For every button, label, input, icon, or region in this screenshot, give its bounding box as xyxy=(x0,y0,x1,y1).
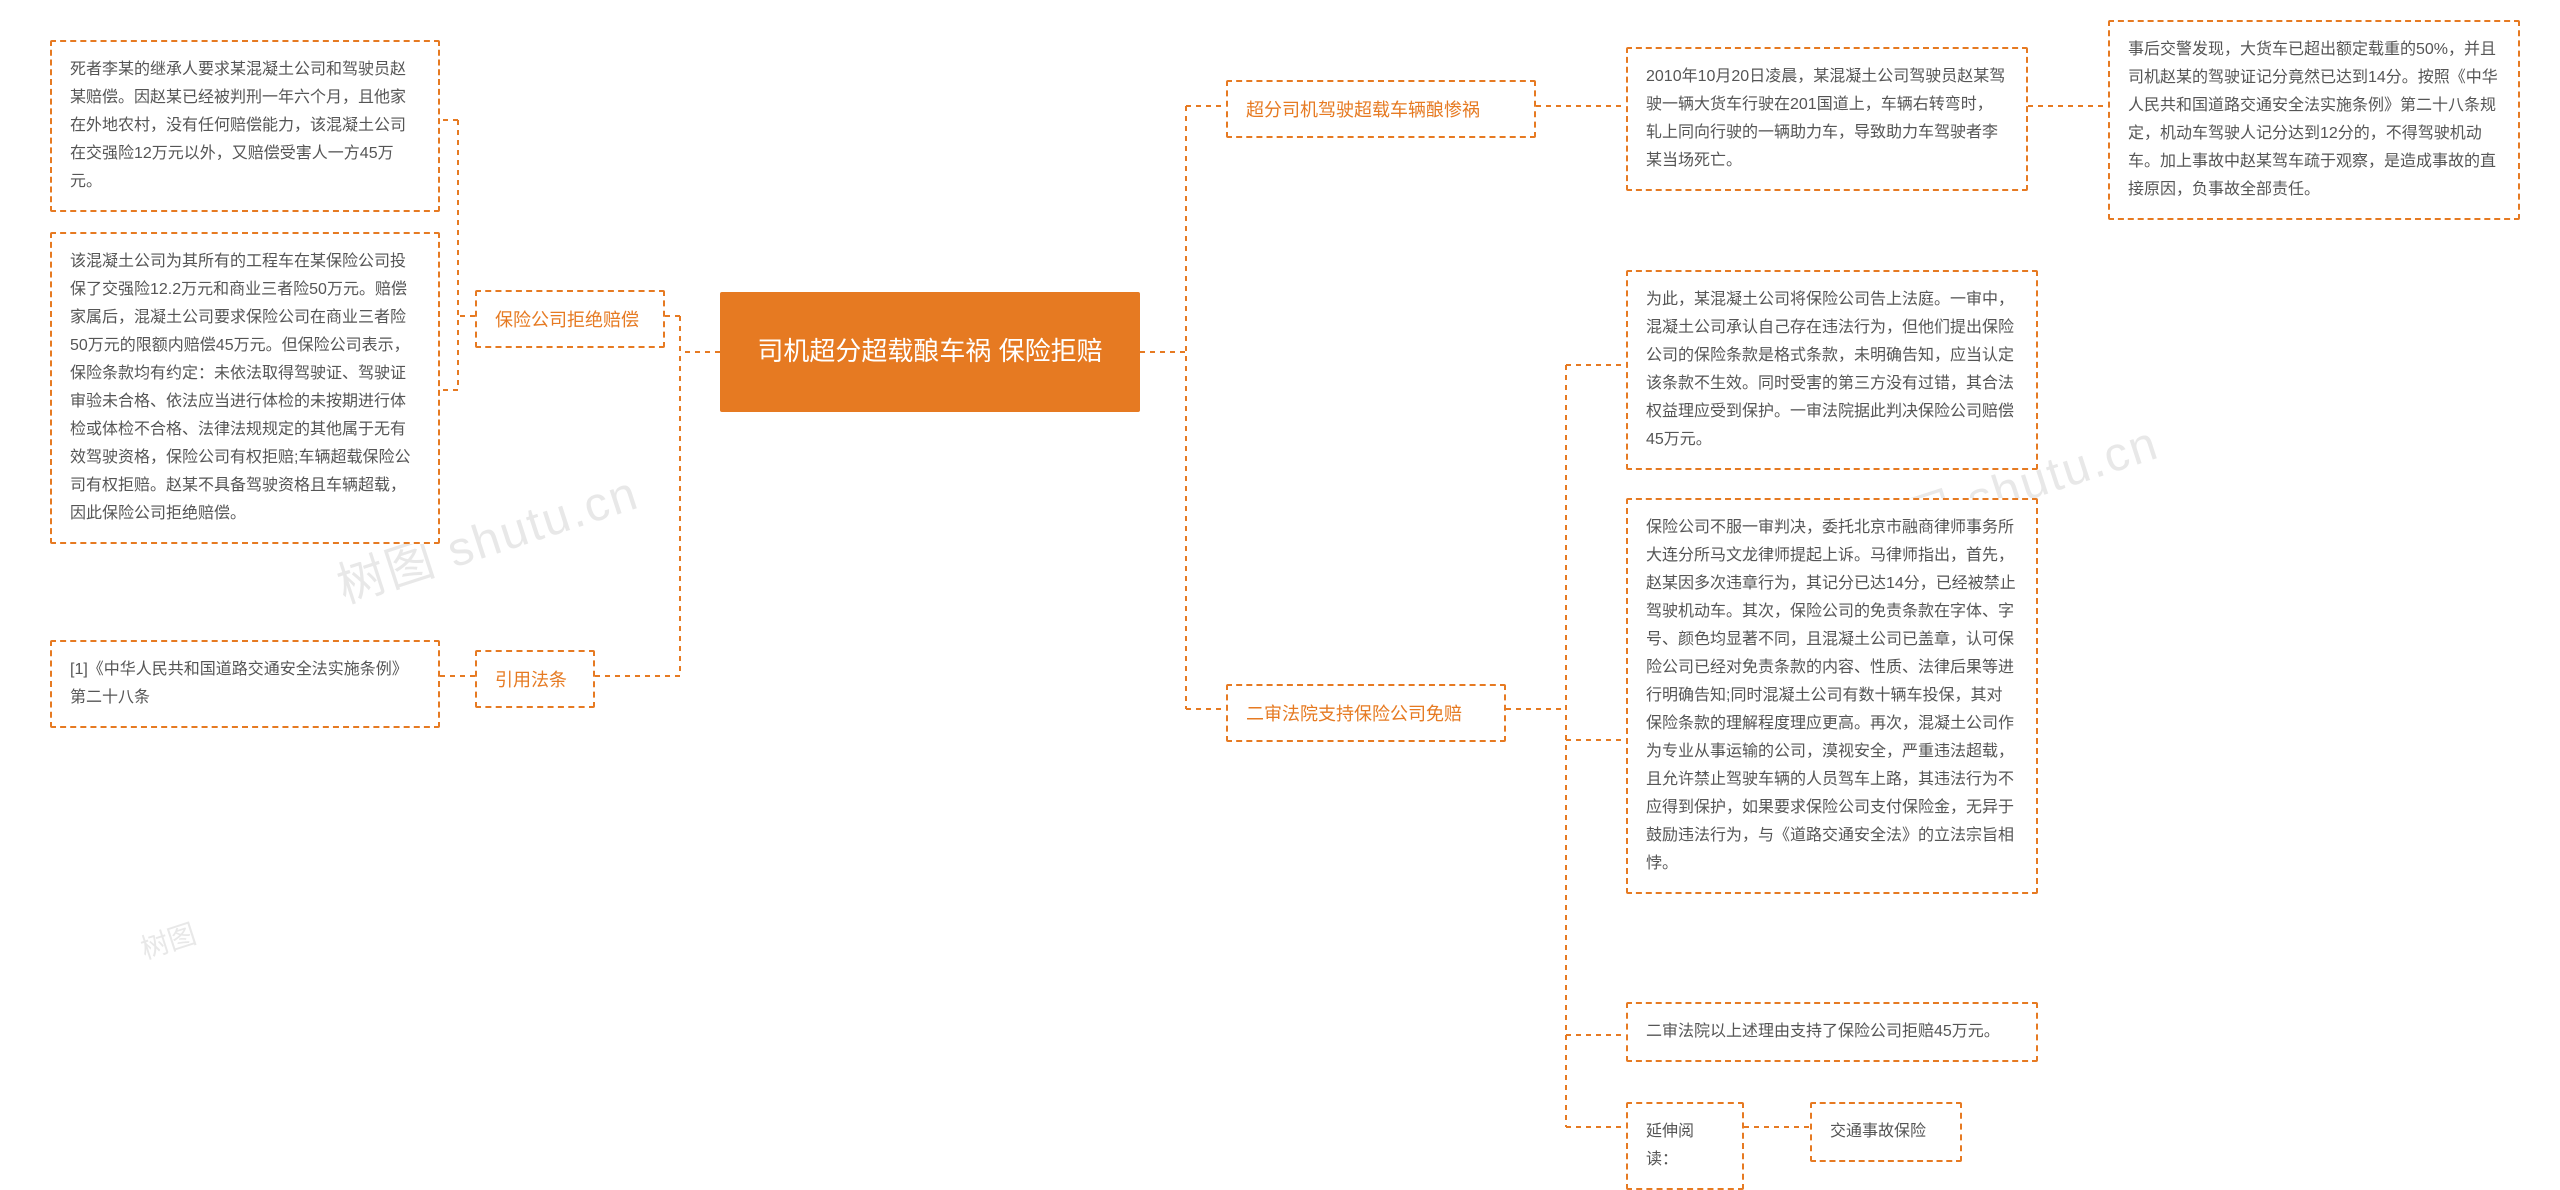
leaf-l1-1: 死者李某的继承人要求某混凝土公司和驾驶员赵某赔偿。因赵某已经被判刑一年六个月，且… xyxy=(50,40,440,212)
leaf-r2-3: 二审法院以上述理由支持了保险公司拒赔45万元。 xyxy=(1626,1002,2038,1062)
leaf-r1-1: 2010年10月20日凌晨，某混凝土公司驾驶员赵某驾驶一辆大货车行驶在201国道… xyxy=(1626,47,2028,191)
leaf-l2-1: [1]《中华人民共和国道路交通安全法实施条例》 第二十八条 xyxy=(50,640,440,728)
leaf-r2-1: 为此，某混凝土公司将保险公司告上法庭。一审中，混凝土公司承认自己存在违法行为，但… xyxy=(1626,270,2038,470)
center-node: 司机超分超载酿车祸 保险拒赔 xyxy=(720,292,1140,412)
watermark-small: 树图 xyxy=(135,912,201,967)
leaf-r2-5: 交通事故保险 xyxy=(1810,1102,1962,1162)
branch-left-1: 保险公司拒绝赔偿 xyxy=(475,290,665,348)
leaf-l1-2: 该混凝土公司为其所有的工程车在某保险公司投保了交强险12.2万元和商业三者险50… xyxy=(50,232,440,544)
branch-right-1: 超分司机驾驶超载车辆酿惨祸 xyxy=(1226,80,1536,138)
leaf-r1-2: 事后交警发现，大货车已超出额定载重的50%，并且司机赵某的驾驶证记分竟然已达到1… xyxy=(2108,20,2520,220)
branch-right-2: 二审法院支持保险公司免赔 xyxy=(1226,684,1506,742)
leaf-r2-2: 保险公司不服一审判决，委托北京市融商律师事务所大连分所马文龙律师提起上诉。马律师… xyxy=(1626,498,2038,894)
branch-left-2: 引用法条 xyxy=(475,650,595,708)
leaf-r2-4: 延伸阅读： xyxy=(1626,1102,1744,1190)
